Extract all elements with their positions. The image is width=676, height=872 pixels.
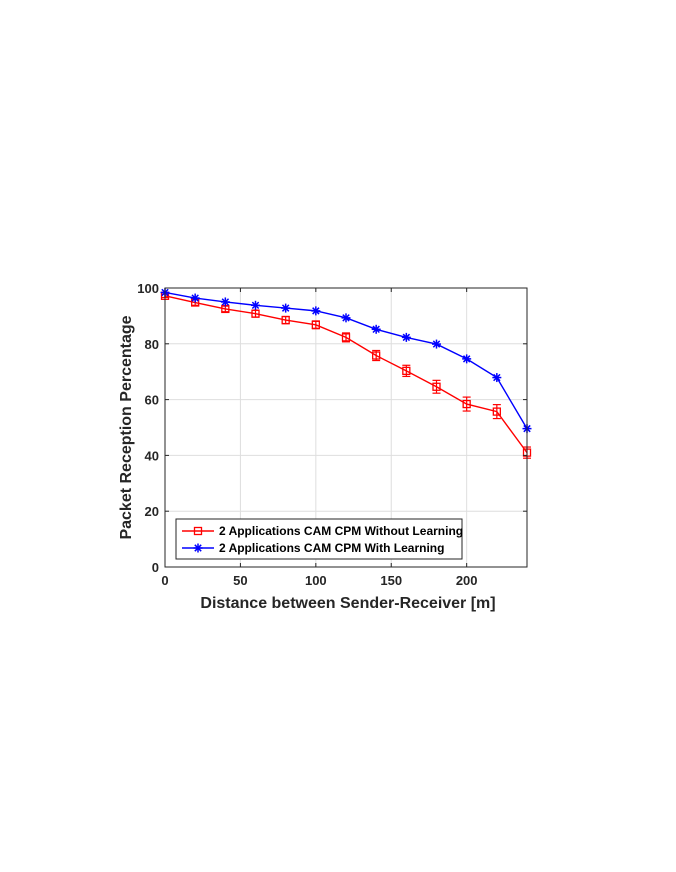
data-point	[341, 313, 351, 323]
data-point-shape	[402, 366, 411, 376]
data-point-shape	[251, 309, 260, 318]
data-point	[492, 373, 502, 383]
y-tick-label: 40	[145, 448, 159, 463]
data-point	[281, 315, 290, 325]
data-point	[220, 297, 230, 307]
data-point	[281, 303, 291, 313]
data-point	[371, 324, 381, 334]
x-tick-label: 100	[305, 573, 327, 588]
x-tick-label: 50	[233, 573, 247, 588]
series-2	[160, 287, 532, 434]
data-point-stroke	[402, 333, 411, 342]
data-point-stroke	[372, 325, 380, 334]
data-point-shape	[311, 320, 320, 329]
data-point	[432, 382, 441, 391]
legend-entries: 2 Applications CAM CPM Without Learning 2…	[182, 524, 463, 555]
legend-box	[175, 518, 463, 560]
x-axis-title: Distance between Sender-Receiver [m]	[200, 595, 495, 612]
y-tick-label: 0	[152, 560, 159, 575]
data-point-stroke	[221, 298, 230, 306]
x-tick-label: 150	[380, 573, 402, 588]
data-point	[341, 333, 351, 342]
data-point-stroke	[493, 373, 501, 382]
data-point-stroke	[251, 301, 260, 310]
data-point	[462, 399, 471, 409]
data-point	[492, 407, 501, 416]
legend-marker	[193, 526, 203, 536]
data-point-stroke	[312, 307, 320, 315]
data-point-stroke	[432, 340, 441, 348]
data-point	[462, 354, 472, 364]
legend-label: 2 Applications CAM CPM With Learning	[219, 541, 444, 555]
legend: 2 Applications CAM CPM Without Learning 2…	[175, 518, 463, 560]
plot-frame	[164, 287, 528, 568]
legend-entry-1: 2 Applications CAM CPM Without Learning	[182, 524, 463, 538]
data-point-stroke	[342, 314, 350, 322]
y-tick-label: 20	[145, 504, 159, 519]
data-point-stroke	[462, 355, 471, 363]
legend-marker-shape	[193, 526, 203, 536]
legend-marker-stroke	[194, 544, 202, 552]
data-point-shape	[372, 351, 381, 360]
data-point-shape	[281, 315, 290, 325]
data-point	[311, 306, 321, 316]
data-point-shape	[462, 399, 471, 409]
data-point	[190, 293, 200, 303]
y-tick-label: 80	[145, 337, 159, 352]
data-point	[432, 339, 441, 349]
data-point	[402, 366, 411, 376]
y-tick-label: 60	[145, 393, 159, 408]
data-point	[401, 332, 411, 342]
data-point-shape	[492, 407, 501, 416]
data-point	[251, 309, 260, 318]
x-tick-label: 0	[161, 573, 168, 588]
data-point	[311, 320, 320, 329]
y-tick-label: 100	[137, 281, 159, 296]
y-axis-title: Packet Reception Percentage	[118, 315, 135, 539]
legend-label: 2 Applications CAM CPM Without Learning	[219, 524, 463, 538]
data-point-shape	[432, 382, 441, 391]
legend-entry-2: 2 Applications CAM CPM With Learning	[182, 541, 444, 555]
x-tick-label: 200	[456, 573, 478, 588]
series-2-line	[164, 291, 528, 429]
data-point	[372, 351, 381, 360]
data-point	[251, 300, 260, 310]
ticks: 0 50 100 150 200 0 20 40 60 80 100	[137, 281, 527, 588]
series-layer	[160, 287, 532, 459]
data-point-stroke	[281, 304, 290, 312]
data-point-shape	[341, 333, 351, 342]
data-point-stroke	[191, 294, 199, 302]
legend-marker	[193, 543, 203, 553]
